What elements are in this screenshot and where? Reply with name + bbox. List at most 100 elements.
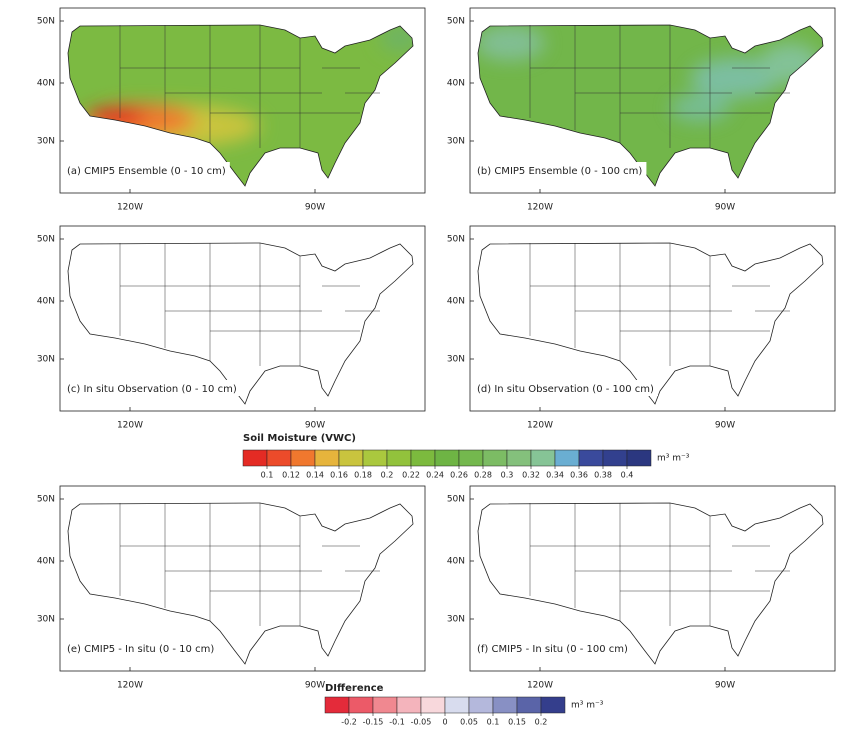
color-swatch bbox=[242, 449, 268, 467]
panel-label: (a) CMIP5 Ensemble (0 - 10 cm) bbox=[67, 166, 226, 177]
color-swatch bbox=[290, 449, 316, 467]
label-box bbox=[473, 380, 659, 396]
color-swatch bbox=[602, 449, 628, 467]
color-swatch bbox=[492, 696, 518, 714]
label-box bbox=[63, 640, 219, 656]
colorbar-tick-label: 0.2 bbox=[381, 471, 394, 480]
colorbar-tick-label: 0.22 bbox=[402, 471, 420, 480]
colorbar-title: Soil Moisture (VWC) bbox=[243, 433, 356, 444]
colorbar-tick-label: 0.32 bbox=[522, 471, 540, 480]
color-swatch bbox=[324, 696, 350, 714]
lat-label: 40N bbox=[447, 557, 465, 567]
map-panel: 50N 40N 30N 120W 90W (d) In situ Observation … bbox=[447, 225, 836, 431]
color-swatch bbox=[314, 449, 340, 467]
colorbar-tick-label: 0.3 bbox=[501, 471, 514, 480]
color-swatch bbox=[626, 449, 652, 467]
color-swatch bbox=[396, 696, 422, 714]
color-swatch bbox=[554, 449, 580, 467]
colorbar-tick-label: 0.1 bbox=[261, 471, 274, 480]
lon-label: 120W bbox=[527, 421, 553, 431]
colorbar-tick-label: 0.14 bbox=[306, 471, 324, 480]
colorbar-tick-label: 0.4 bbox=[621, 471, 634, 480]
lat-label: 40N bbox=[37, 79, 55, 89]
panel-label: (e) CMIP5 - In situ (0 - 10 cm) bbox=[67, 644, 214, 655]
colorbar-tick-label: 0.36 bbox=[570, 471, 588, 480]
lon-label: 90W bbox=[715, 203, 735, 213]
colorbar-unit: m³ m⁻³ bbox=[657, 454, 690, 464]
colorbar-tick-label: -0.1 bbox=[389, 718, 405, 727]
colorbar-tick-label: 0.28 bbox=[474, 471, 492, 480]
label-box bbox=[473, 162, 647, 178]
lon-label: 120W bbox=[527, 681, 553, 691]
lon-label: 90W bbox=[715, 421, 735, 431]
map-panel: 50N 40N 30N 120W 90W (c) In situ Observation … bbox=[37, 225, 426, 431]
map-panel: 50N 40N 30N 120W 90W (f) CMIP5 - In situ (0 -… bbox=[447, 485, 836, 691]
panel-label: (f) CMIP5 - In situ (0 - 100 cm) bbox=[477, 644, 628, 655]
lat-label: 30N bbox=[37, 615, 55, 625]
panel-label: (b) CMIP5 Ensemble (0 - 100 cm) bbox=[477, 166, 642, 177]
color-swatch bbox=[516, 696, 542, 714]
color-swatch bbox=[434, 449, 460, 467]
label-box bbox=[63, 380, 241, 396]
color-swatch bbox=[348, 696, 374, 714]
colorbar-tick-label: 0.26 bbox=[450, 471, 468, 480]
color-swatch bbox=[578, 449, 604, 467]
color-swatch bbox=[530, 449, 556, 467]
color-swatch bbox=[386, 449, 412, 467]
label-box bbox=[63, 162, 230, 178]
lat-label: 30N bbox=[447, 615, 465, 625]
colorbar-tick-label: -0.05 bbox=[411, 718, 432, 727]
color-swatch bbox=[506, 449, 532, 467]
lat-label: 50N bbox=[447, 235, 465, 245]
map-panel: 50N 40N 30N 120W 90W (b) CMIP5 Ensemble (0 - … bbox=[447, 7, 836, 213]
color-swatch bbox=[468, 696, 494, 714]
lat-label: 50N bbox=[37, 235, 55, 245]
colorbar-tick-label: 0.38 bbox=[594, 471, 612, 480]
lat-label: 40N bbox=[447, 79, 465, 89]
colorbar-tick-label: 0.16 bbox=[330, 471, 348, 480]
lat-label: 40N bbox=[37, 557, 55, 567]
lat-label: 50N bbox=[37, 495, 55, 505]
colorbar-tick-label: 0.34 bbox=[546, 471, 564, 480]
colorbar-tick-label: 0.12 bbox=[282, 471, 300, 480]
lon-label: 90W bbox=[305, 421, 325, 431]
panel-label: (d) In situ Observation (0 - 100 cm) bbox=[477, 384, 654, 395]
color-swatch bbox=[482, 449, 508, 467]
colorbar-tick-label: 0.15 bbox=[508, 718, 526, 727]
color-swatch bbox=[444, 696, 470, 714]
colorbar-tick-label: 0.24 bbox=[426, 471, 444, 480]
colorbar-tick-label: -0.15 bbox=[363, 718, 384, 727]
color-swatch bbox=[420, 696, 446, 714]
color-swatch bbox=[410, 449, 436, 467]
color-swatch bbox=[338, 449, 364, 467]
colorbar-tick-label: -0.2 bbox=[341, 718, 357, 727]
lon-label: 90W bbox=[305, 681, 325, 691]
label-box bbox=[473, 640, 633, 656]
lon-label: 120W bbox=[117, 421, 143, 431]
color-swatch bbox=[372, 696, 398, 714]
lat-label: 50N bbox=[37, 17, 55, 27]
color-swatch bbox=[362, 449, 388, 467]
color-swatch bbox=[458, 449, 484, 467]
color-swatch bbox=[266, 449, 292, 467]
lat-label: 30N bbox=[447, 355, 465, 365]
map-panel: 50N 40N 30N 120W 90W (a) CMIP5 Ensemble (0 - … bbox=[37, 7, 426, 213]
color-swatch bbox=[540, 696, 566, 714]
lat-label: 30N bbox=[37, 137, 55, 147]
lon-label: 120W bbox=[117, 203, 143, 213]
lon-label: 120W bbox=[117, 681, 143, 691]
lat-label: 30N bbox=[37, 355, 55, 365]
colorbar-tick-label: 0.05 bbox=[460, 718, 478, 727]
panel-label: (c) In situ Observation (0 - 10 cm) bbox=[67, 384, 237, 395]
lat-label: 40N bbox=[447, 297, 465, 307]
colorbar-title: DIfference bbox=[325, 683, 384, 694]
lat-label: 50N bbox=[447, 495, 465, 505]
colorbar-tick-label: 0.1 bbox=[487, 718, 500, 727]
lon-label: 120W bbox=[527, 203, 553, 213]
lon-label: 90W bbox=[305, 203, 325, 213]
lat-label: 40N bbox=[37, 297, 55, 307]
colorbar-unit: m³ m⁻³ bbox=[571, 701, 604, 711]
lat-label: 30N bbox=[447, 137, 465, 147]
colorbar-tick-label: 0.2 bbox=[535, 718, 548, 727]
